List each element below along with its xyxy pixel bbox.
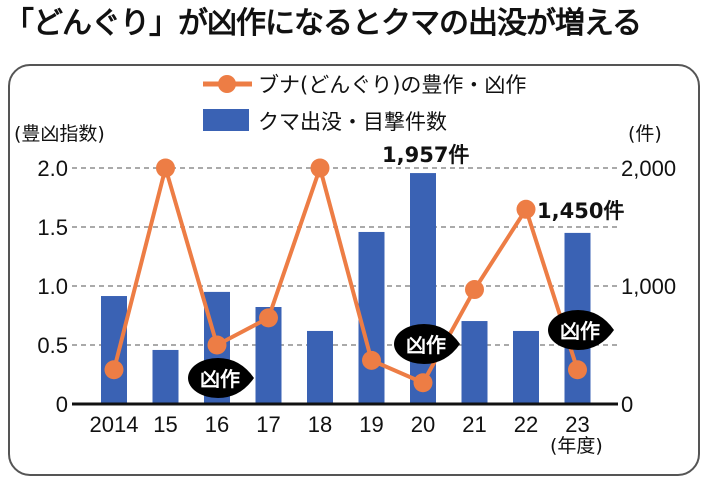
legend-label-bar: クマ出没・目撃件数 — [258, 110, 447, 134]
bar-22 — [513, 330, 539, 404]
x-tick-label: 16 — [205, 412, 229, 437]
badge-label: 凶作 — [200, 367, 240, 391]
x-tick-label: 15 — [153, 412, 177, 437]
bar-19 — [358, 231, 385, 404]
bar-2014 — [101, 296, 127, 404]
badge-label: 凶作 — [560, 319, 600, 343]
kyosaku-badge: 凶作 — [548, 310, 614, 350]
line-point-19 — [362, 350, 381, 370]
x-tick-label: 19 — [359, 412, 383, 437]
x-tick-label: 21 — [462, 412, 486, 437]
bar-21 — [461, 321, 488, 404]
line-series — [104, 158, 587, 393]
legend: ブナ(どんぐり)の豊作・凶作 クマ出没・目撃件数 — [203, 73, 526, 134]
right-tick-label: 1,000 — [621, 274, 676, 299]
x-axis-label: (年度) — [550, 435, 603, 457]
left-tick-label: 2.0 — [37, 156, 68, 181]
badge-shape — [394, 324, 460, 364]
right-tick-label: 0 — [621, 392, 633, 417]
line-point-23 — [568, 360, 587, 380]
line-path — [112, 166, 580, 385]
right-axis-label: (件) — [628, 123, 662, 145]
line-point-16 — [207, 335, 227, 355]
badge-shape — [188, 358, 254, 398]
line-point-15 — [156, 158, 175, 178]
axes: 0 0.5 1.0 1.5 2.0 0 1,000 2,000 2014 15 16 17 18 19 20… — [37, 156, 676, 437]
legend-bar-swatch — [203, 109, 249, 131]
line-point-22 — [516, 199, 536, 219]
x-tick-label: 22 — [514, 412, 538, 437]
chart-frame — [8, 64, 700, 476]
legend-label-line: ブナ(どんぐり)の豊作・凶作 — [258, 73, 526, 97]
badge-label: 凶作 — [406, 333, 446, 357]
bar-15 — [152, 349, 179, 404]
kyosaku-badge: 凶作 — [188, 358, 254, 398]
kyosaku-badge: 凶作 — [394, 324, 460, 364]
chart-title: 「どんぐり」が凶作になるとクマの出没が増える — [4, 6, 642, 41]
left-tick-label: 1.0 — [37, 274, 68, 299]
left-axis-label: (豊凶指数) — [14, 123, 105, 145]
legend-marker-swatch — [218, 75, 236, 93]
x-tick-label: 2014 — [90, 412, 139, 437]
line-point-17 — [259, 308, 278, 328]
left-tick-label: 0.5 — [37, 333, 68, 358]
annotation-1957: 1,957件 — [382, 143, 469, 167]
left-tick-label: 1.5 — [37, 215, 68, 240]
left-tick-label: 0 — [56, 392, 68, 417]
x-tick-label: 18 — [308, 412, 332, 437]
badge-shape — [548, 310, 614, 350]
line-point-21 — [465, 280, 484, 300]
x-tick-label: 17 — [256, 412, 280, 437]
x-tick-label: 23 — [565, 412, 589, 437]
line-point-20 — [413, 373, 433, 393]
right-tick-label: 2,000 — [621, 156, 676, 181]
x-tick-label: 20 — [411, 412, 435, 437]
annotation-1450: 1,450件 — [537, 199, 624, 223]
line-point-18 — [310, 158, 330, 178]
line-point-2014 — [104, 360, 124, 380]
bar-18 — [307, 330, 333, 404]
